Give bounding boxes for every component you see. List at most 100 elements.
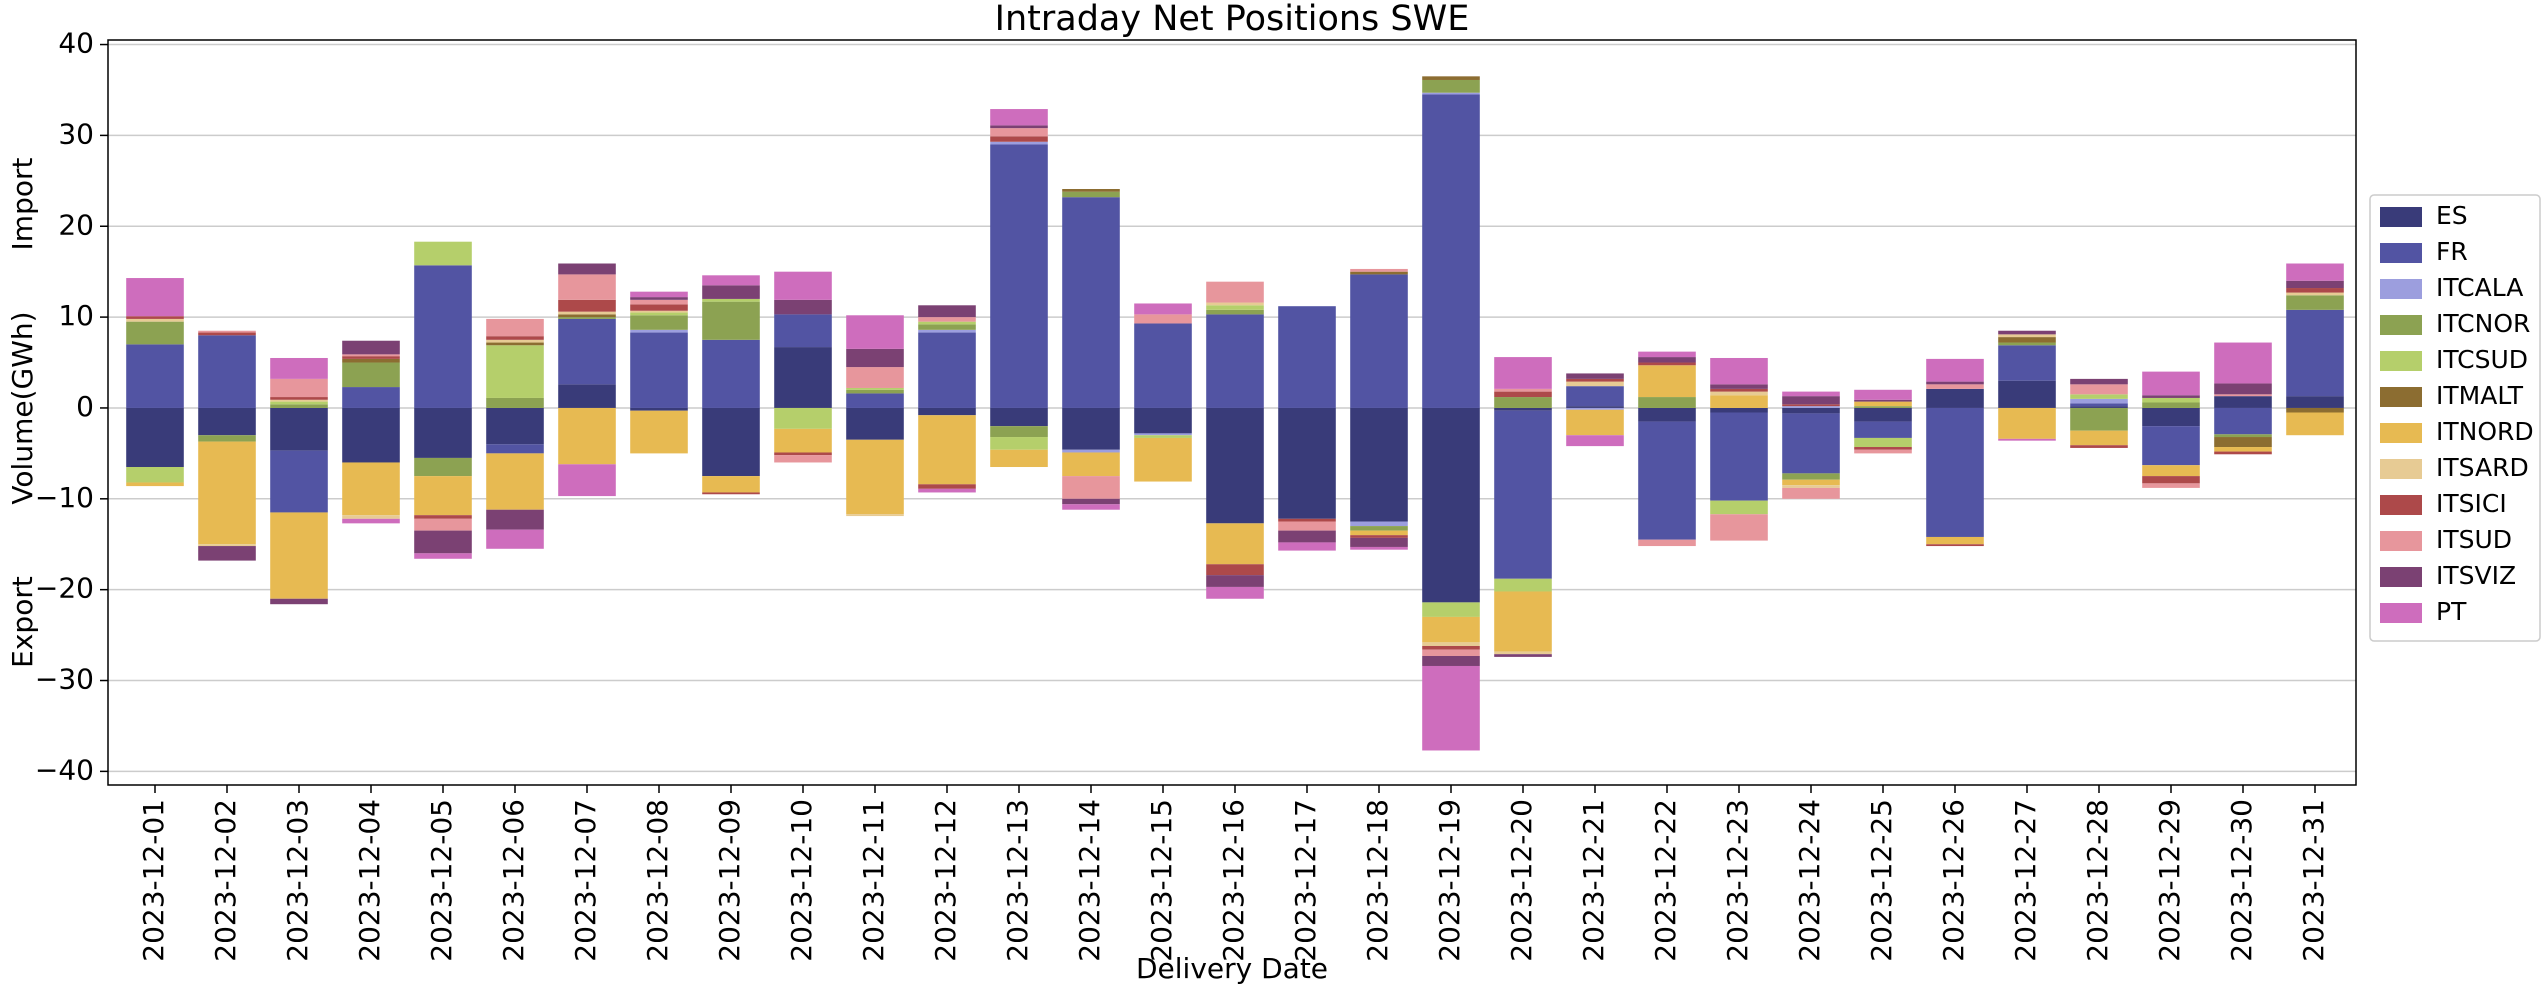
bar-segment [126, 278, 184, 317]
bar-segment [486, 444, 544, 454]
bar-segment [774, 299, 832, 315]
bar-segment [342, 518, 400, 524]
bar-segment [990, 144, 1048, 408]
x-tick-label: 2023-12-06 [497, 799, 530, 962]
bar-segment [270, 397, 328, 400]
bar-segment [126, 482, 184, 487]
bar-segment [1062, 197, 1120, 408]
bar-segment [2070, 384, 2128, 395]
bar-segment [774, 407, 832, 429]
x-tick-label: 2023-12-03 [281, 799, 314, 962]
bar-segment [414, 265, 472, 408]
bar-segment [990, 426, 1048, 438]
x-tick-label: 2023-12-24 [1793, 799, 1826, 962]
bar-segment [1926, 384, 1984, 389]
bar-segment [1494, 578, 1552, 592]
bar-segment [1782, 391, 1840, 397]
bar-segment [2070, 378, 2128, 385]
bar-segment [414, 518, 472, 531]
bar-segment [1998, 334, 2056, 338]
bar-segment [126, 344, 184, 408]
bar-segment [342, 362, 400, 388]
y-tick-label: 0 [76, 390, 94, 423]
legend-swatch [2380, 423, 2422, 443]
bar-segment [1494, 410, 1552, 579]
bar-segment [2070, 430, 2128, 446]
y-tick-label: 30 [58, 117, 94, 150]
bar-segment [2286, 263, 2344, 281]
bar-segment [342, 515, 400, 519]
bar-segment [1854, 449, 1912, 454]
bar-segment [2142, 426, 2200, 466]
y-tick-label: −20 [35, 572, 94, 605]
y-tick-label: −10 [35, 481, 94, 514]
x-tick-label: 2023-12-27 [2009, 799, 2042, 962]
bar-segment [2214, 437, 2272, 448]
bar-segment [2214, 447, 2272, 452]
bar-segment [774, 428, 832, 453]
bar-segment [1422, 92, 1480, 95]
y-tick-label: 20 [58, 208, 94, 241]
bar-segment [486, 339, 544, 343]
annotation: Export [6, 576, 39, 668]
legend-label: ES [2436, 201, 2468, 230]
x-tick-label: 2023-12-11 [857, 799, 890, 962]
bar-segment [630, 410, 688, 454]
bar-segment [1278, 306, 1336, 408]
bar-segment [1638, 351, 1696, 358]
x-tick-label: 2023-12-16 [1217, 799, 1250, 962]
legend-swatch [2380, 243, 2422, 263]
bar-segment [702, 407, 760, 477]
bar-segment [558, 464, 616, 497]
bar-segment [1638, 357, 1696, 363]
legend-label: ITNORD [2436, 417, 2534, 446]
bar-segment [918, 321, 976, 325]
bar-segment [2286, 292, 2344, 296]
bar-segment [1854, 406, 1912, 408]
legend-swatch [2380, 603, 2422, 623]
bar-segment [1422, 602, 1480, 617]
legend-label: ITSVIZ [2436, 561, 2516, 590]
bar-segment [2214, 407, 2272, 435]
bar-segment [846, 367, 904, 388]
bar-segment [1566, 373, 1624, 379]
bar-segment [1206, 564, 1264, 576]
legend-label: ITSUD [2436, 525, 2512, 554]
bar-segment [2286, 288, 2344, 293]
bar-segment [270, 378, 328, 398]
bar-segment [1134, 407, 1192, 434]
bar-segment [1998, 407, 2056, 439]
x-tick-label: 2023-12-30 [2225, 799, 2258, 962]
bar-segment [1782, 404, 1840, 407]
bar-segment [2142, 483, 2200, 488]
x-tick-label: 2023-12-20 [1505, 799, 1538, 962]
x-tick-label: 2023-12-12 [929, 799, 962, 962]
bar-segment [630, 329, 688, 333]
bar-segment [1134, 437, 1192, 482]
bar-segment [1494, 654, 1552, 657]
bar-segment [846, 348, 904, 368]
bar-segment [918, 415, 976, 485]
bar-segment [1062, 504, 1120, 510]
bar-segment [198, 435, 256, 442]
bar-segment [1854, 437, 1912, 448]
bar-segment [198, 544, 256, 547]
bar-segment [2142, 465, 2200, 477]
bar-segment [774, 314, 832, 348]
bar-segment [1206, 407, 1264, 524]
bar-segment [2142, 395, 2200, 398]
x-tick-label: 2023-12-04 [353, 799, 386, 962]
bar-segment [1206, 309, 1264, 315]
bar-segment [1782, 406, 1840, 408]
bar-segment [342, 387, 400, 408]
bar-segment [1062, 449, 1120, 453]
bar-segment [126, 467, 184, 483]
bar-segment [1998, 330, 2056, 335]
bar-segment [1854, 421, 1912, 438]
bar-segment [702, 301, 760, 340]
x-tick-label: 2023-12-31 [2297, 799, 2330, 962]
bar-segment [1422, 665, 1480, 751]
legend: ES FR ITCALA ITCNOR ITCSUD ITMALT ITNORD ITSARD… [2369, 194, 2541, 642]
bar-segment [1566, 378, 1624, 382]
